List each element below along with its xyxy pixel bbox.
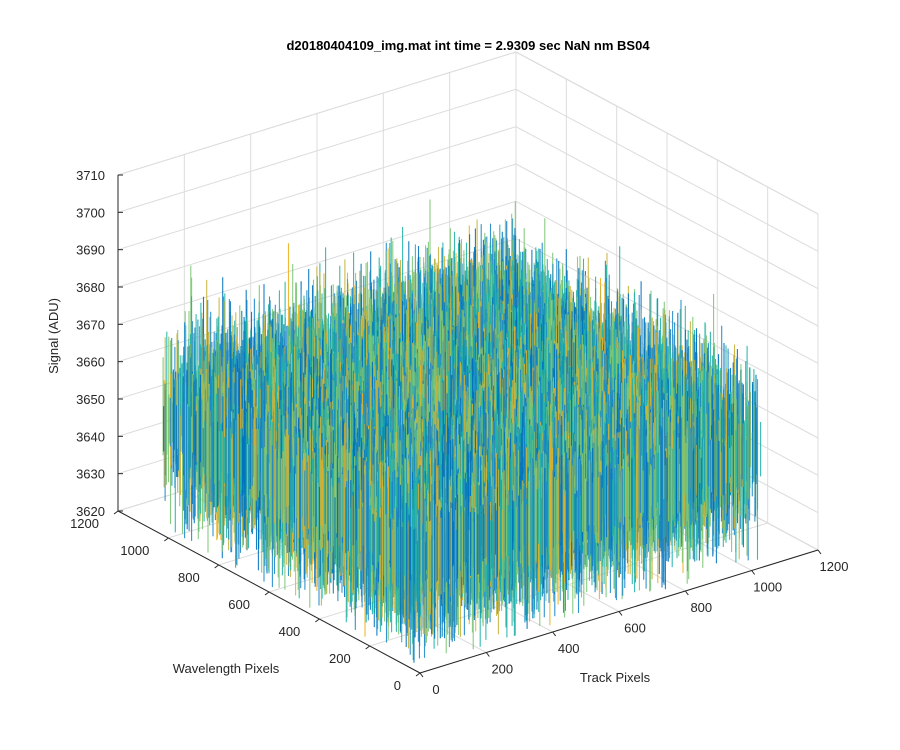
- grid-line-z-wall-x: [515, 126, 819, 290]
- grid-line-z-wall-y: [117, 200, 517, 325]
- grid-line-z-wall-x: [515, 163, 819, 327]
- grid-line-z-wall-x: [515, 51, 819, 215]
- grid-line-z-wall-y: [117, 88, 517, 213]
- grid-line-z-wall-y: [117, 51, 517, 176]
- grid-line-z-wall-y: [117, 163, 517, 288]
- surface-plot: [162, 199, 762, 663]
- grid-line-z-wall-x: [515, 88, 819, 252]
- grid-line-z-wall-y: [117, 126, 517, 251]
- grid-line-z-wall-x: [515, 200, 819, 364]
